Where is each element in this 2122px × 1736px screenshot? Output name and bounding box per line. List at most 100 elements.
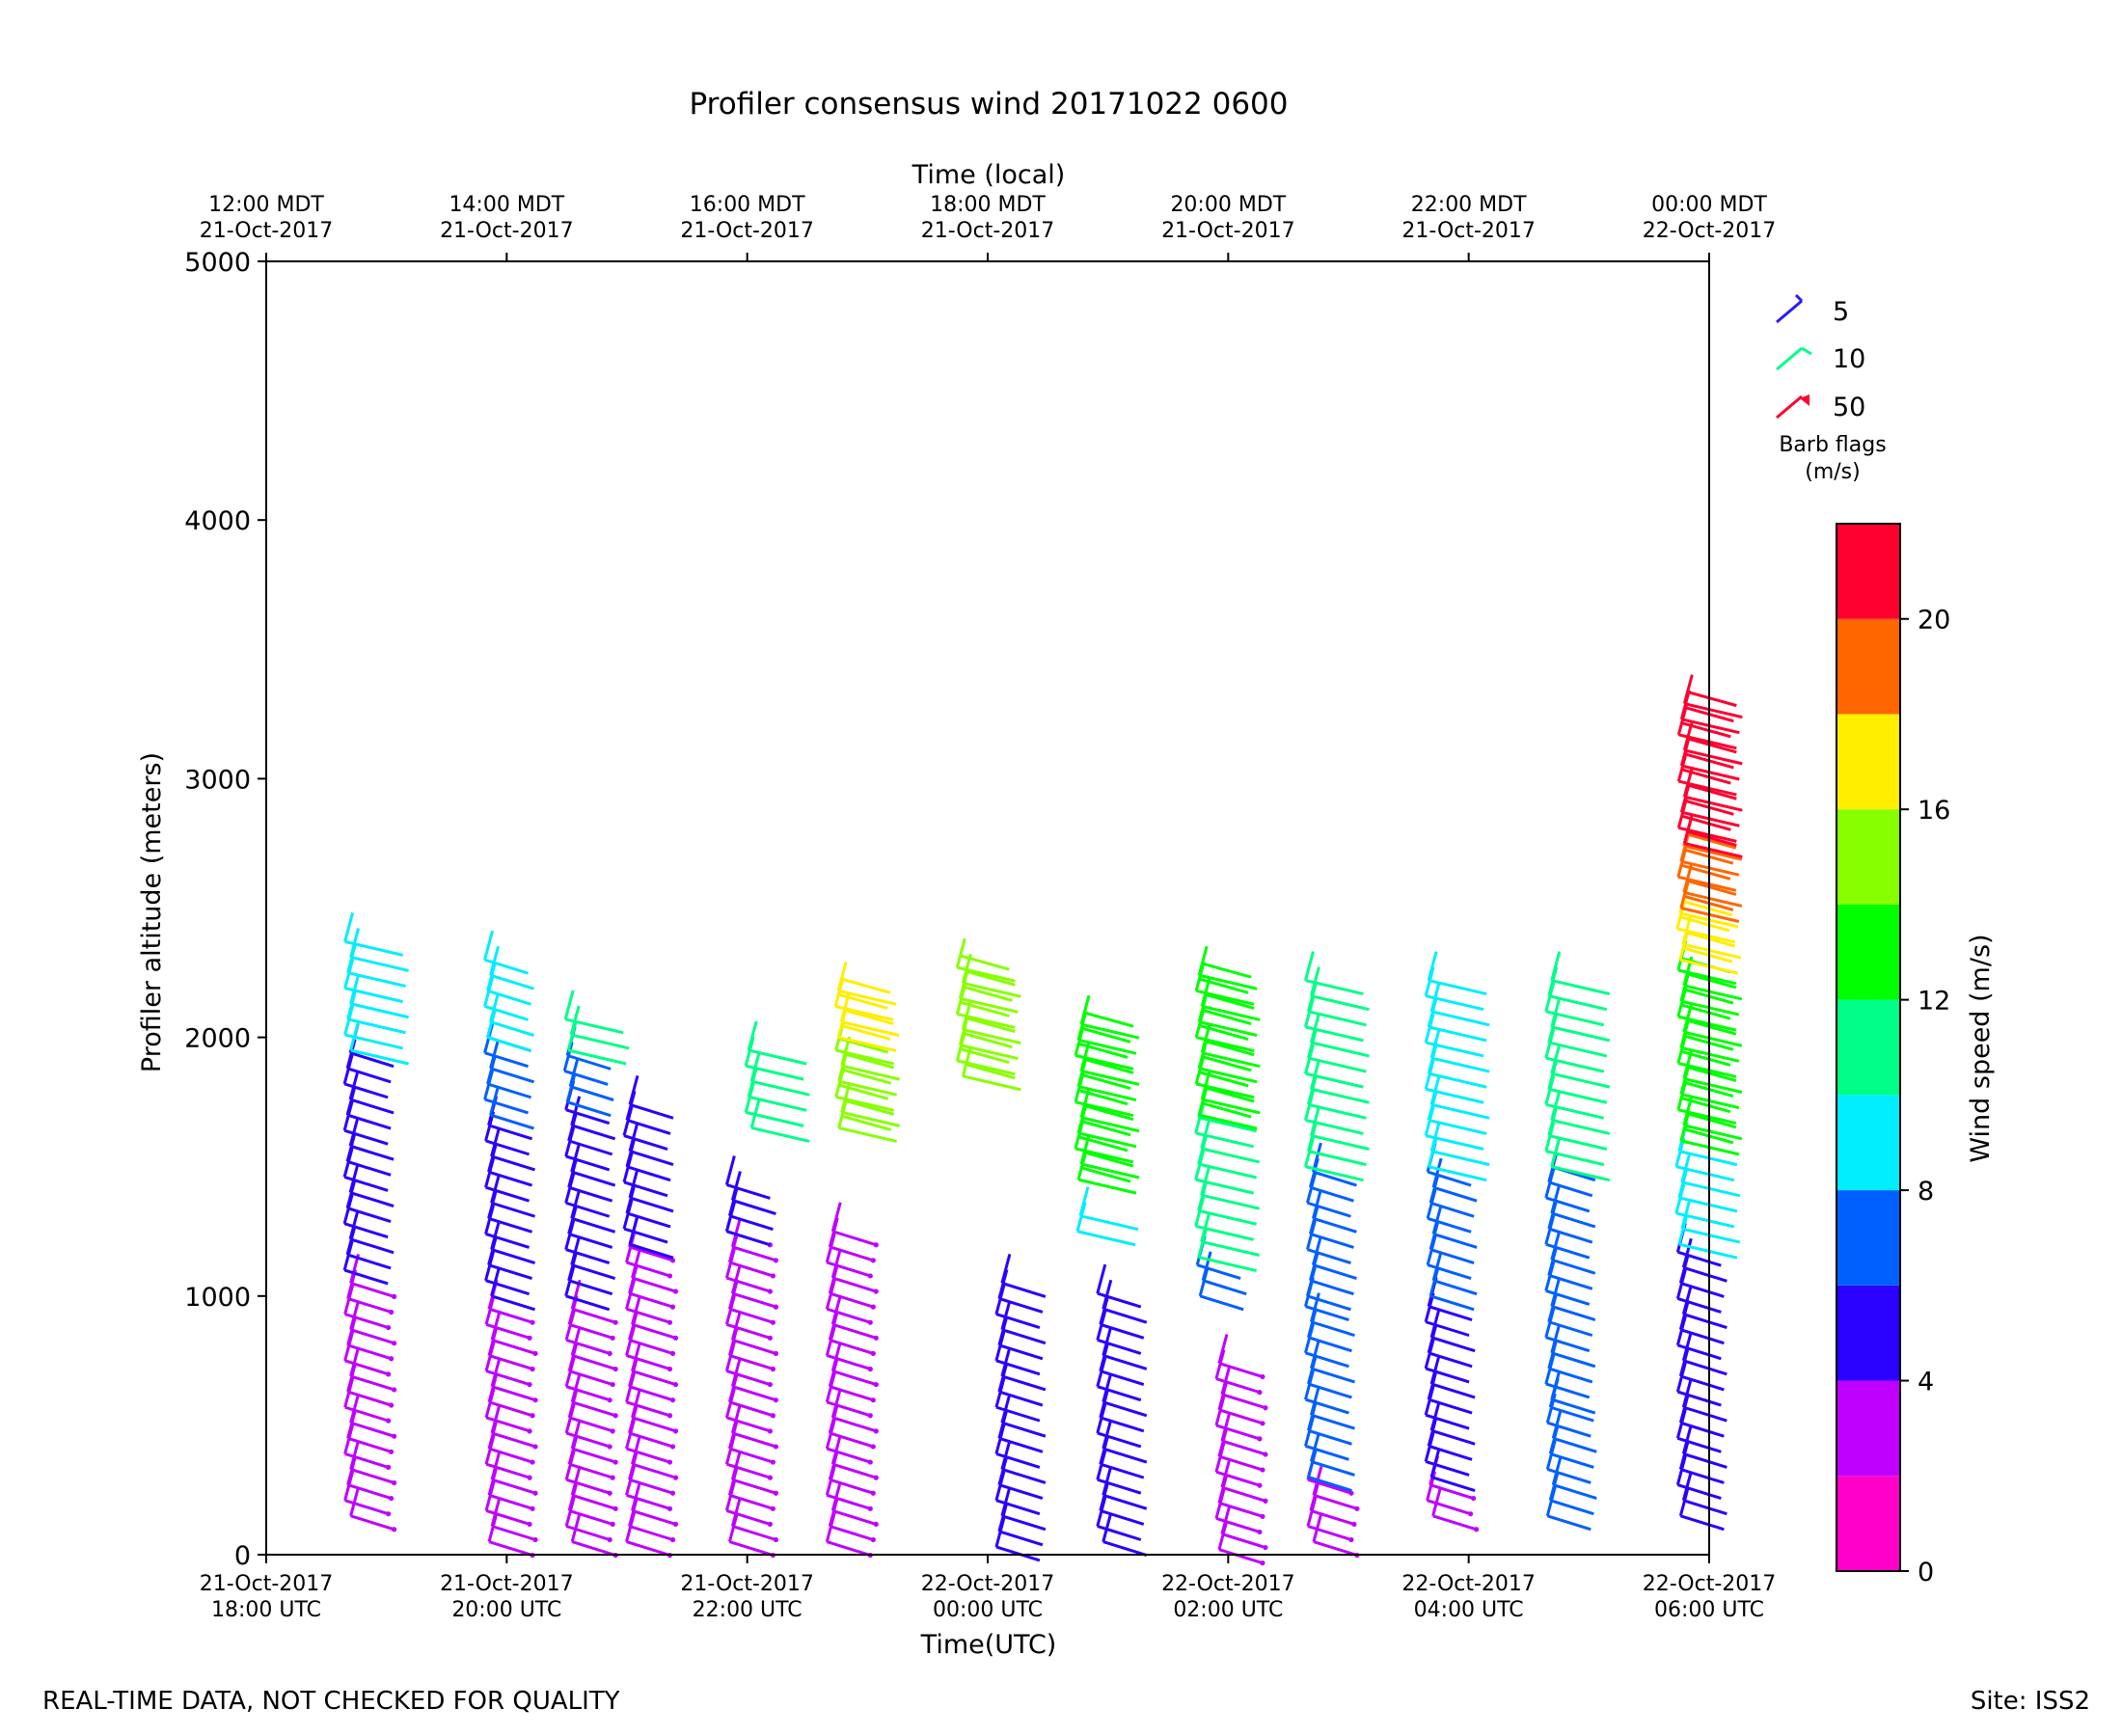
wind-barb-flag (1429, 1248, 1475, 1264)
wind-barb-flag (826, 1354, 871, 1370)
wind-barb-dot (1348, 1490, 1354, 1496)
wind-barb-flag (1677, 875, 1737, 892)
wind-barb-flag (1102, 1493, 1148, 1510)
wind-barb-flag (960, 1047, 1010, 1065)
wind-barb-staff (1431, 1486, 1443, 1517)
wind-barb-flag (1683, 984, 1743, 1001)
wind-barb-flag (1545, 1056, 1605, 1073)
wind-barb-flag (1427, 1216, 1472, 1234)
wind-barb-flag (1218, 1362, 1264, 1378)
wind-barb-dot (672, 1521, 679, 1528)
wind-barb-flag (731, 1525, 776, 1541)
wind-barb-dot (873, 1475, 879, 1480)
x-tick-date: 22-Oct-2017 (1161, 1572, 1295, 1596)
wind-barb-flag (831, 1370, 877, 1387)
wind-barb-dot (389, 1309, 394, 1316)
wind-barb-flag (1077, 1131, 1137, 1149)
wind-barb-flag (1305, 1025, 1364, 1043)
wind-barb-flag (1687, 972, 1737, 990)
wind-barb-flag (1545, 1196, 1591, 1213)
wind-barb-staff (730, 1403, 742, 1434)
wind-barb-dot (607, 1490, 612, 1496)
wind-barb-staff (631, 1248, 641, 1279)
wind-barb-staff (730, 1497, 742, 1527)
wind-barb-flag (831, 1230, 877, 1247)
wind-barb-flag (1675, 1211, 1735, 1229)
barb-flags-legend: 5 10 50 (1776, 293, 1865, 422)
wind-barb-dot (1260, 1513, 1265, 1519)
wind-barb-flag (837, 989, 897, 1006)
wind-barb-flag (995, 1359, 1041, 1376)
wind-barb-flag (629, 1245, 673, 1262)
wind-barb-flag (1686, 931, 1736, 948)
wind-barb-dot (767, 1381, 773, 1388)
wind-barb-flag (1078, 1042, 1129, 1059)
wind-barb-flag (1201, 1193, 1261, 1210)
wind-barb-flag (1548, 1180, 1593, 1198)
wind-barb-staff (348, 1209, 360, 1240)
wind-barb-staff (1311, 1188, 1322, 1219)
wind-barb-flag (632, 1416, 676, 1433)
wind-barb-flag (491, 1201, 536, 1218)
wind-barb-flag (1097, 1338, 1142, 1355)
wind-barb-flag (725, 1183, 771, 1200)
wind-barb-flag (966, 969, 1016, 987)
wind-barb-flag (731, 1245, 776, 1262)
wind-barb-dot (530, 1366, 535, 1372)
wind-barb-flag (956, 965, 1016, 983)
wind-barb-flag (1215, 1377, 1261, 1395)
wind-barb-flag (569, 1085, 614, 1101)
wind-barb-flag (1084, 1104, 1134, 1122)
wind-barb-flag (998, 1343, 1044, 1361)
x-tick-date: 22-Oct-2017 (1643, 1572, 1777, 1596)
wind-barb-flag (1677, 1015, 1737, 1032)
wind-barb-flag (1546, 1514, 1592, 1532)
wind-barb-flag (349, 1051, 394, 1069)
wind-barb-flag (1306, 1201, 1351, 1218)
wind-barb-dot (770, 1319, 775, 1325)
wind-barb-dot (530, 1459, 535, 1465)
wind-barb-flag (568, 1279, 613, 1296)
barb-legend-value: 10 (1833, 344, 1865, 374)
wind-barb-dot (770, 1505, 775, 1511)
top-axis-label: Time (local) (911, 160, 1066, 190)
wind-barb-staff (1429, 1354, 1441, 1385)
colorbar-swatch (1836, 618, 1900, 715)
wind-barb-dot (610, 1381, 615, 1388)
wind-barb-flag (728, 1261, 774, 1278)
wind-barb-flag (487, 989, 532, 1006)
wind-barb-flag (1001, 1514, 1047, 1532)
wind-barb-flag (829, 1525, 874, 1541)
wind-barb-flag (745, 1110, 804, 1127)
wind-barb-staff (628, 1168, 639, 1199)
wind-barb-flag (1683, 841, 1743, 858)
wind-barb-flag (728, 1214, 774, 1232)
wind-barb-flag (1548, 1041, 1608, 1058)
wind-barb-dot (773, 1397, 778, 1403)
wind-barb-staff (1681, 1237, 1693, 1268)
wind-barb-flag (1202, 1279, 1247, 1296)
wind-barb-dot (612, 1459, 618, 1465)
wind-barb-staff (563, 990, 575, 1020)
wind-barb-flag (623, 1134, 668, 1151)
wind-barb-flag (568, 1232, 613, 1249)
wind-barb-flag (350, 1468, 395, 1484)
wind-barb-flag (1428, 1071, 1487, 1089)
wind-barb-flag (485, 1416, 530, 1433)
wind-barb-flag (1678, 1196, 1738, 1213)
wind-barb-flag (1430, 1010, 1490, 1027)
wind-barb-flag (490, 1067, 535, 1084)
wind-barb-flag (1430, 1056, 1490, 1073)
wind-barb-staff (1681, 1471, 1693, 1502)
wind-barb-dot (1263, 1498, 1268, 1504)
wind-barb-flag (728, 1540, 774, 1558)
x-tick-time: 04:00 UTC (1414, 1598, 1524, 1622)
wind-barb-staff (1551, 1455, 1563, 1485)
wind-barb-flag (1678, 1150, 1738, 1167)
colorbar-tick-label: 16 (1918, 796, 1950, 826)
wind-barb-flag (343, 1268, 389, 1286)
wind-barb-dot (667, 1459, 673, 1465)
wind-barb-flag (568, 1462, 613, 1479)
wind-barb-dot (767, 1521, 773, 1528)
wind-barb-flag (841, 1024, 891, 1042)
